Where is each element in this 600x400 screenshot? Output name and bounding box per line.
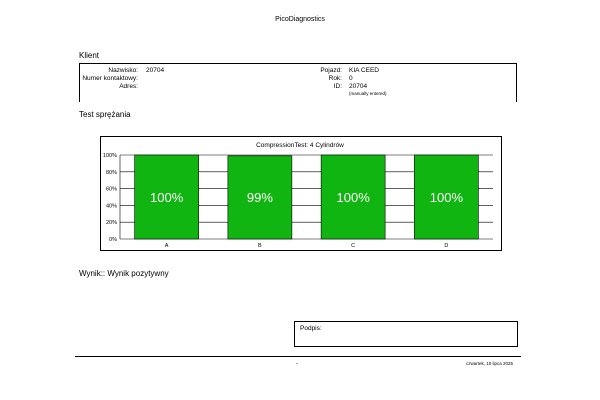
client-info-box [79, 63, 517, 102]
x-tick-label: D [444, 243, 448, 249]
year-label: Rok: [328, 75, 342, 82]
bar-value-label: 100% [337, 190, 371, 205]
id-value: 20704 [349, 83, 368, 90]
contact-label: Numer kontaktowy: [82, 75, 138, 82]
year-value: 0 [349, 75, 353, 82]
vehicle-label: Pojazd: [320, 67, 342, 74]
result-text: Wynik:: Wynik pozytywny [79, 269, 169, 278]
vehicle-value: KIA CEED [349, 67, 379, 74]
id-note: (manually entered) [349, 91, 387, 96]
address-label: Adres: [119, 83, 138, 90]
footer-divider [75, 356, 521, 357]
bar [227, 155, 293, 240]
bar-value-label: 100% [150, 190, 184, 205]
app-title: PicoDiagnostics [275, 16, 325, 23]
bar [414, 154, 479, 240]
bar [134, 154, 199, 240]
bar-value-label: 99% [247, 190, 273, 205]
x-tick-label: B [258, 243, 262, 249]
y-tick-label: 40% [106, 203, 117, 209]
id-label: ID: [333, 83, 342, 90]
signature-box [294, 321, 518, 347]
chart-frame [100, 136, 502, 251]
footer-date: czwartek, 10 lipca 2025 [465, 361, 513, 366]
x-tick-label: A [165, 243, 169, 249]
chart-labels: 0% 20% 40% 60% 80% 100% 100% A 99% B 100% C 100% D [103, 153, 464, 249]
client-section-title: Klient [79, 51, 100, 60]
y-tick-label: 80% [106, 170, 117, 176]
name-value: 20704 [146, 67, 165, 74]
bar [320, 154, 386, 240]
test-section-title: Test sprężania [79, 110, 131, 119]
chart-title: CompressionTest: 4 Cylindrów [256, 142, 344, 149]
name-label: Nazwisko: [108, 67, 138, 74]
y-tick-label: 60% [106, 187, 117, 193]
footer-dash: - [296, 361, 298, 367]
bar-value-label: 100% [430, 190, 464, 205]
x-tick-label: C [351, 243, 355, 249]
y-tick-label: 20% [106, 220, 117, 226]
chart-bars [134, 154, 479, 240]
y-tick-label: 0% [109, 237, 117, 243]
signature-label: Podpis: [300, 325, 322, 332]
y-tick-label: 100% [103, 153, 117, 159]
